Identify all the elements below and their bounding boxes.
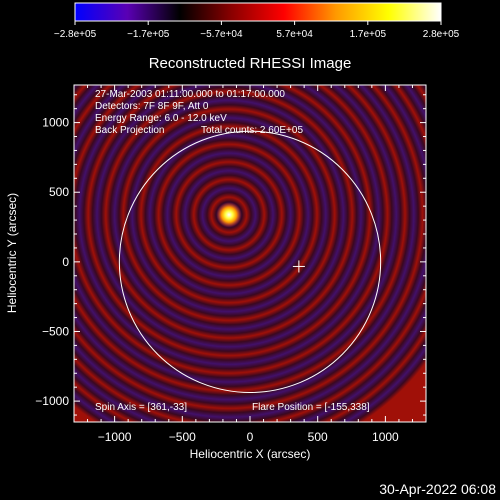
colorbar — [74, 2, 442, 22]
y-tick-label: −1000 — [35, 394, 69, 408]
footer-timestamp: 30-Apr-2022 06:08 — [379, 481, 496, 497]
flare-source — [216, 202, 242, 228]
x-tick-label: 0 — [247, 430, 254, 444]
x-tick-label: 1000 — [372, 430, 399, 444]
colorbar-tick-label: −5.7e+04 — [200, 29, 243, 40]
colorbar-tick-label: 1.7e+05 — [350, 29, 387, 40]
chart-title: Reconstructed RHESSI Image — [149, 55, 352, 72]
spin-axis-marker — [292, 260, 305, 273]
x-tick-labels: −1000 −500 0 500 1000 — [98, 430, 399, 444]
annotation-detectors: Detectors: 7F 8F 9F, Att 0 — [95, 101, 209, 112]
annotation-total-counts: Total counts: 2.60E+05 — [201, 125, 303, 136]
colorbar-tick-label: 5.7e+04 — [276, 29, 313, 40]
x-tick-label: −500 — [169, 430, 196, 444]
spin-axis-label: Spin Axis = [361,-33] — [95, 402, 187, 413]
solar-disk-outline — [118, 130, 382, 394]
colorbar-tick-label: 2.8e+05 — [423, 29, 460, 40]
colorbar-tick-labels: −2.8e+05 −1.7e+05 −5.7e+04 5.7e+04 1.7e+05 2.… — [54, 29, 460, 40]
x-tick-label: 500 — [308, 430, 328, 444]
y-tick-labels: −1000 −500 0 500 1000 — [35, 116, 69, 409]
annotation-energy-range: Energy Range: 6.0 - 12.0 keV — [95, 113, 227, 124]
colorbar-tick-label: −1.7e+05 — [127, 29, 170, 40]
flare-position-label: Flare Position = [-155,338] — [252, 402, 370, 413]
y-axis-label: Heliocentric Y (arcsec) — [5, 193, 19, 313]
colorbar-ticks — [74, 21, 442, 25]
y-tick-label: −500 — [42, 324, 69, 338]
axis-ticks — [74, 85, 426, 422]
x-axis-label: Heliocentric X (arcsec) — [190, 447, 311, 461]
y-tick-label: 0 — [62, 255, 69, 269]
annotation-time-range: 27-Mar-2003 01:11:00.000 to 01:17:00.000 — [95, 89, 285, 100]
x-tick-label: −1000 — [98, 430, 132, 444]
ring-pattern — [74, 85, 426, 422]
y-tick-label: 1000 — [42, 116, 69, 130]
colorbar-tick-label: −2.8e+05 — [54, 29, 97, 40]
y-tick-label: 500 — [49, 185, 69, 199]
annotation-method: Back Projection — [95, 125, 164, 136]
